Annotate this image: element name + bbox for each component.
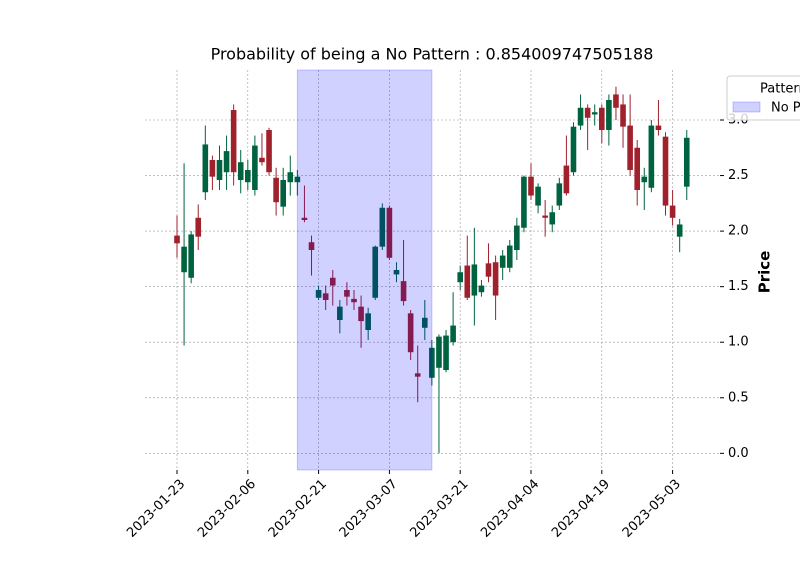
candle-body: [584, 107, 591, 118]
candle-body: [188, 234, 194, 278]
candle-body: [294, 176, 301, 183]
candle-body: [641, 176, 648, 183]
y-tick-label: 0.0: [728, 446, 749, 461]
candle-body: [301, 217, 308, 220]
legend-label: No Pattern: [771, 101, 800, 116]
candle-body: [195, 217, 202, 237]
candle-body: [322, 293, 329, 300]
candle-body: [414, 373, 421, 377]
candle-body: [379, 207, 386, 247]
y-tick-label: 1.5: [728, 279, 749, 294]
candle-body: [591, 112, 598, 115]
candle-body: [683, 137, 690, 187]
legend-box: [726, 75, 800, 121]
candle-body: [499, 255, 506, 268]
y-tick-label: 0.5: [728, 390, 749, 405]
candle-body: [634, 147, 640, 190]
highlight-span: [296, 69, 433, 471]
candle-body: [358, 306, 364, 322]
y-tick-label: 2.5: [728, 168, 749, 183]
candle-body: [514, 225, 520, 250]
candle-body: [535, 186, 541, 206]
candle-body: [464, 265, 471, 298]
candle-body: [386, 207, 393, 258]
candle-body: [549, 212, 556, 225]
candle-body: [344, 290, 350, 297]
candle-body: [287, 172, 294, 183]
candle-body: [365, 313, 371, 330]
y-axis-label: Price: [756, 251, 774, 294]
candle-body: [542, 215, 548, 218]
candle-body: [570, 126, 577, 173]
candle-body: [230, 110, 237, 173]
candle-body: [181, 246, 187, 273]
candle-body: [315, 290, 322, 298]
candle-body: [259, 157, 265, 163]
x-tick-label: 2023-02-06: [195, 477, 259, 541]
candle-body: [223, 151, 230, 173]
legend-swatch: [732, 101, 761, 113]
candle-body: [627, 125, 633, 170]
candle-body: [209, 160, 216, 177]
candle-body: [620, 104, 626, 127]
candle-body: [478, 285, 485, 293]
candle-body: [429, 347, 435, 378]
candle-body: [273, 177, 279, 203]
candle-body: [563, 165, 570, 194]
candle-body: [202, 144, 209, 193]
candle-body: [606, 100, 612, 130]
candle-body: [613, 94, 619, 108]
x-tick-label: 2023-03-21: [407, 477, 471, 541]
candle-body: [407, 313, 414, 353]
candle-body: [372, 246, 379, 298]
candle-body: [393, 270, 400, 275]
candle-body: [471, 264, 478, 296]
candle-body: [252, 145, 258, 190]
candle-body: [676, 224, 683, 237]
candle-body: [506, 245, 513, 268]
candle-body: [266, 130, 272, 173]
candle-body: [245, 170, 251, 183]
candle-body: [237, 162, 244, 180]
candle-body: [329, 277, 336, 286]
y-tick-label: 2.0: [728, 224, 749, 239]
candle-body: [648, 125, 655, 188]
candle-body: [436, 336, 442, 368]
x-tick-label: 2023-04-19: [549, 477, 613, 541]
chart-title: Probability of being a No Pattern : 0.85…: [211, 45, 654, 64]
candle-body: [337, 306, 343, 320]
candle-body: [422, 317, 428, 328]
candle-body: [655, 125, 662, 130]
x-tick-label: 2023-01-23: [124, 477, 188, 541]
candle-body: [556, 183, 563, 206]
candle-body: [351, 298, 357, 303]
candle-body: [308, 242, 315, 250]
candle-body: [400, 281, 407, 302]
candle-body: [662, 136, 669, 206]
candle-body: [457, 272, 463, 283]
candle-body: [577, 107, 584, 126]
candle-body: [174, 235, 180, 244]
candle-body: [450, 325, 456, 343]
candle-body: [521, 176, 527, 228]
x-tick-label: 2023-02-21: [266, 477, 330, 541]
x-tick-label: 2023-04-04: [478, 477, 542, 541]
legend-title: Pattern: [760, 82, 800, 97]
candle-body: [216, 160, 223, 180]
candle-body: [492, 262, 499, 296]
candle-body: [443, 335, 449, 370]
x-tick-label: 2023-03-07: [337, 477, 401, 541]
x-tick-label: 2023-05-03: [620, 477, 684, 541]
candle-body: [669, 205, 676, 218]
candle-body: [599, 107, 605, 130]
candle-body: [528, 176, 534, 196]
candle-body: [280, 180, 286, 207]
y-tick-label: 1.0: [728, 335, 749, 350]
candle-body: [485, 263, 492, 277]
